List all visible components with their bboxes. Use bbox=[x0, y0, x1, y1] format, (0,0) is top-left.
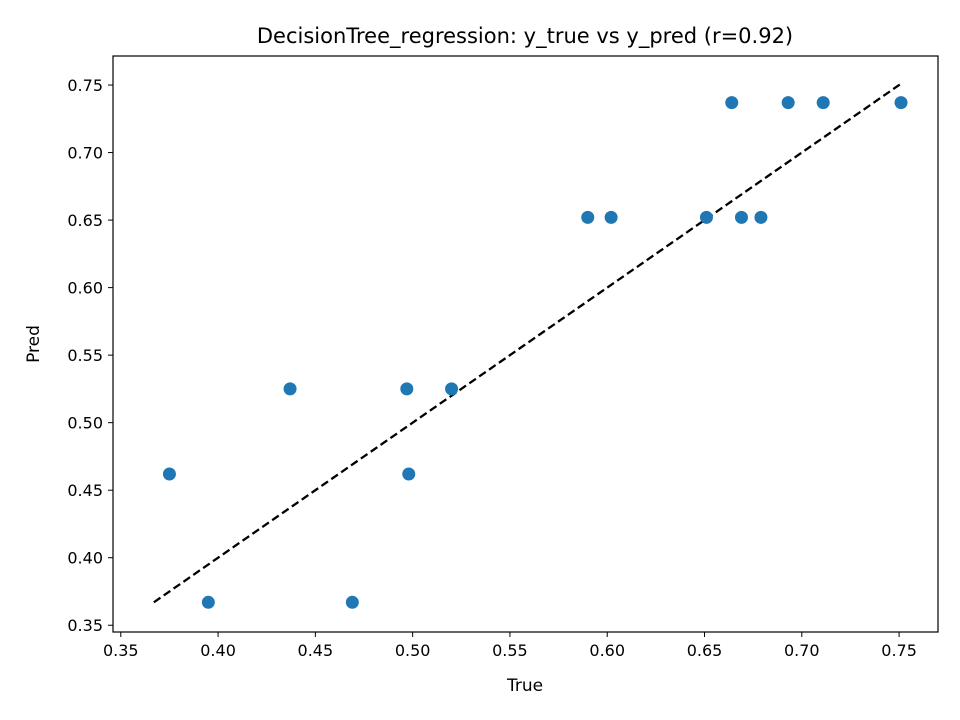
data-point bbox=[581, 210, 595, 224]
reference-line bbox=[153, 82, 902, 604]
y-tick-label: 0.55 bbox=[67, 346, 103, 365]
data-point bbox=[816, 96, 830, 110]
data-point bbox=[754, 210, 768, 224]
y-tick-label: 0.35 bbox=[67, 616, 103, 635]
x-tick-label: 0.50 bbox=[395, 641, 431, 660]
data-point bbox=[445, 382, 459, 396]
data-point bbox=[162, 467, 176, 481]
axes-frame bbox=[112, 55, 939, 633]
data-point bbox=[894, 96, 908, 110]
y-tick-label: 0.75 bbox=[67, 76, 103, 95]
y-tick-label: 0.60 bbox=[67, 279, 103, 298]
data-point bbox=[402, 467, 416, 481]
chart-title: DecisionTree_regression: y_true vs y_pre… bbox=[257, 24, 793, 49]
plot-area bbox=[153, 82, 908, 609]
x-tick-label: 0.70 bbox=[784, 641, 820, 660]
x-axis-label: True bbox=[506, 676, 543, 696]
y-tick-label: 0.40 bbox=[67, 549, 103, 568]
data-point bbox=[699, 210, 713, 224]
data-point bbox=[345, 595, 359, 609]
data-point bbox=[781, 96, 795, 110]
y-axis-label: Pred bbox=[24, 325, 44, 363]
y-tick-label: 0.70 bbox=[67, 144, 103, 163]
data-point bbox=[201, 595, 215, 609]
x-tick-label: 0.55 bbox=[492, 641, 528, 660]
y-tick-label: 0.65 bbox=[67, 211, 103, 230]
x-tick-label: 0.45 bbox=[298, 641, 334, 660]
data-point bbox=[400, 382, 414, 396]
data-point bbox=[725, 96, 739, 110]
y-axis: 0.35 0.40 0.45 0.50 0.55 0.60 0.65 0.70 0.75 bbox=[67, 76, 113, 635]
y-tick-label: 0.45 bbox=[67, 481, 103, 500]
x-tick-label: 0.40 bbox=[200, 641, 236, 660]
data-point bbox=[604, 210, 618, 224]
data-point bbox=[283, 382, 297, 396]
x-tick-label: 0.65 bbox=[687, 641, 723, 660]
y-tick-label: 0.50 bbox=[67, 414, 103, 433]
x-tick-label: 0.75 bbox=[881, 641, 917, 660]
data-point bbox=[734, 210, 748, 224]
x-tick-label: 0.35 bbox=[103, 641, 139, 660]
x-axis: 0.35 0.40 0.45 0.50 0.55 0.60 0.65 0.70 0.75 bbox=[103, 632, 917, 660]
x-tick-label: 0.60 bbox=[589, 641, 625, 660]
